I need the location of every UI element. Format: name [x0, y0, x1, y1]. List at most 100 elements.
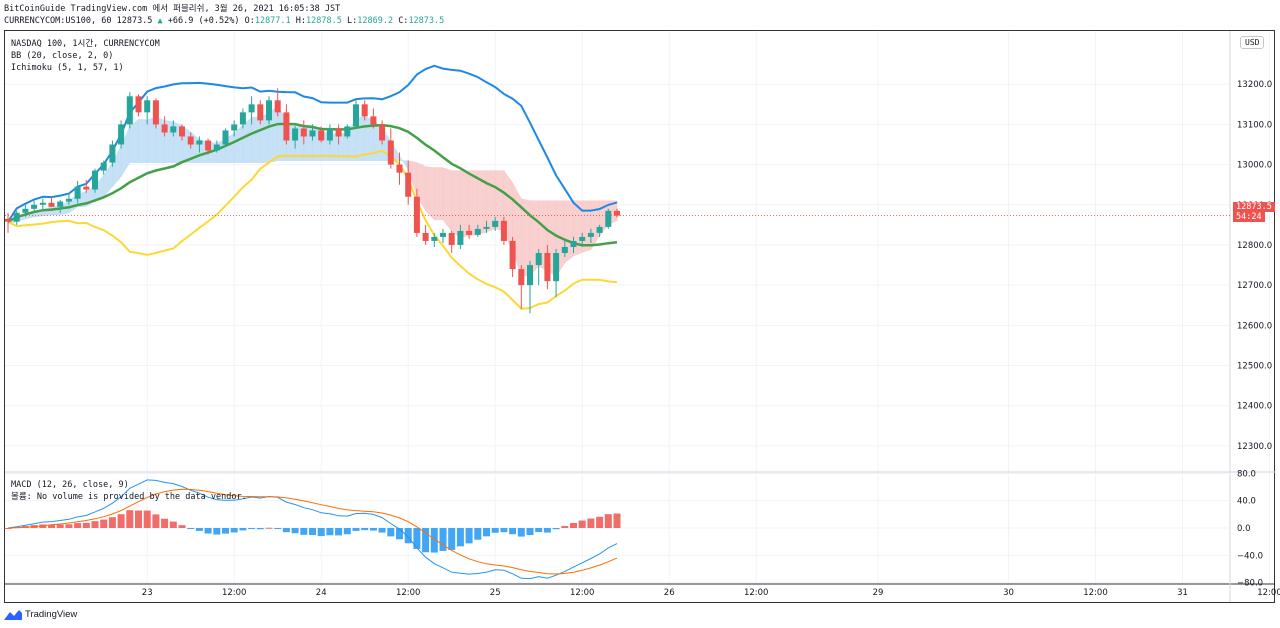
bb-legend[interactable]: BB (20, close, 2, 0) [11, 51, 114, 61]
macd-histogram-bar [4, 528, 12, 529]
candle-body [5, 218, 11, 222]
macd-histogram-bar [82, 522, 90, 528]
macd-histogram-bar [587, 518, 595, 528]
candle-body [65, 198, 72, 202]
price-tick-label: 13200.0 [1237, 80, 1272, 90]
candle-body [48, 202, 55, 207]
macd-histogram-bar [430, 528, 438, 553]
candle-body [570, 240, 577, 247]
candle-body [248, 104, 255, 113]
time-tick-label: 12:00 [1083, 588, 1108, 598]
macd-histogram-bar [39, 524, 47, 528]
candle-body [466, 230, 473, 235]
cloud-segment [233, 124, 244, 163]
macd-histogram-bar [248, 528, 256, 529]
macd-tick-label: 0.0 [1237, 524, 1251, 534]
macd-histogram-bar [169, 521, 177, 528]
cloud-segment [260, 113, 270, 163]
candle-body [387, 140, 394, 165]
time-tick-label: 24 [316, 588, 327, 598]
macd-histogram-bar [117, 514, 125, 528]
macd-histogram-bar [274, 528, 282, 529]
candle-body [170, 126, 177, 133]
candle-body [370, 116, 377, 125]
macd-histogram-bar [100, 519, 108, 528]
candle-body [605, 210, 612, 227]
macd-histogram-bar [448, 528, 456, 550]
macd-histogram-bar [91, 521, 99, 528]
bb-lower-line [7, 149, 618, 310]
candle-body [31, 204, 38, 209]
time-tick-label: 25 [490, 588, 501, 598]
macd-histogram-bar [465, 528, 473, 544]
cloud-segment [590, 200, 600, 251]
candle-body [335, 128, 342, 137]
macd-histogram-bar [526, 528, 534, 536]
macd-histogram-bar [404, 528, 412, 544]
tradingview-logo[interactable]: TradingView [4, 609, 77, 620]
candle-body [587, 232, 594, 237]
candle-body [13, 212, 20, 222]
candle-body [196, 140, 203, 145]
candle-body [74, 186, 81, 199]
macd-histogram-bar [439, 528, 447, 551]
time-tick-label: 12:00 [570, 588, 595, 598]
candle-body [405, 172, 412, 197]
macd-histogram-bar [543, 528, 551, 533]
macd-line [7, 479, 618, 580]
candle-body [239, 112, 246, 125]
macd-histogram-bar [65, 524, 73, 528]
cloud-segment [425, 166, 435, 221]
cloud-segment [434, 167, 444, 221]
candle-body [126, 96, 133, 125]
brand-label: TradingView [25, 609, 78, 620]
chart-frame [4, 30, 1275, 603]
candle-body [144, 100, 151, 113]
close-label: C: [398, 16, 409, 26]
low-label: L: [346, 16, 358, 26]
currency-badge[interactable]: USD [1240, 36, 1265, 49]
candle-body [553, 253, 560, 282]
candle-body [413, 196, 420, 233]
time-tick-label: 12:00 [1257, 588, 1280, 598]
candle-body [518, 269, 525, 286]
candle-body [500, 220, 507, 241]
high-label: H: [295, 16, 307, 26]
macd-tick-label: 40.0 [1237, 497, 1256, 507]
macd-histogram-bar [613, 513, 621, 528]
macd-histogram-bar [517, 528, 525, 537]
time-tick-label: 12:00 [744, 588, 769, 598]
macd-histogram-bar [74, 523, 82, 528]
cloud-segment [251, 116, 261, 163]
candle-body [396, 164, 403, 173]
macd-histogram-bar [535, 528, 543, 533]
candle-body [431, 236, 438, 241]
macd-histogram-bar [378, 528, 386, 533]
macd-legend[interactable]: MACD (12, 26, close, 9) [11, 480, 129, 490]
change-value: +66.9 (+0.52%) [167, 16, 240, 26]
candle-body [100, 162, 107, 171]
macd-histogram-bar [422, 528, 430, 553]
macd-histogram-bar [352, 528, 360, 531]
candle-body [527, 265, 533, 286]
time-tick-label: 30 [1003, 588, 1014, 598]
macd-histogram-bar [500, 528, 508, 533]
candle-body [509, 240, 516, 270]
price-tick-label: 12400.0 [1237, 402, 1272, 412]
candle-body [318, 130, 325, 141]
candle-body [614, 210, 620, 216]
price-tick-label: 13000.0 [1237, 161, 1272, 171]
open-label: O: [244, 16, 255, 26]
candle-body [283, 112, 290, 141]
macd-histogram-bar [195, 528, 203, 531]
cloud-segment [138, 119, 148, 163]
candle-body [579, 236, 586, 241]
ohlc-row: CURRENCYCOM:US100, 60 12873.5 ▲ +66.9 (+… [4, 16, 444, 27]
macd-histogram-bar [326, 528, 334, 536]
candle-body [440, 232, 446, 237]
candle-body [205, 140, 212, 151]
ichimoku-legend[interactable]: Ichimoku (5, 1, 57, 1) [11, 63, 124, 73]
candle-body [361, 104, 368, 117]
macd-histogram-bar [291, 528, 299, 534]
